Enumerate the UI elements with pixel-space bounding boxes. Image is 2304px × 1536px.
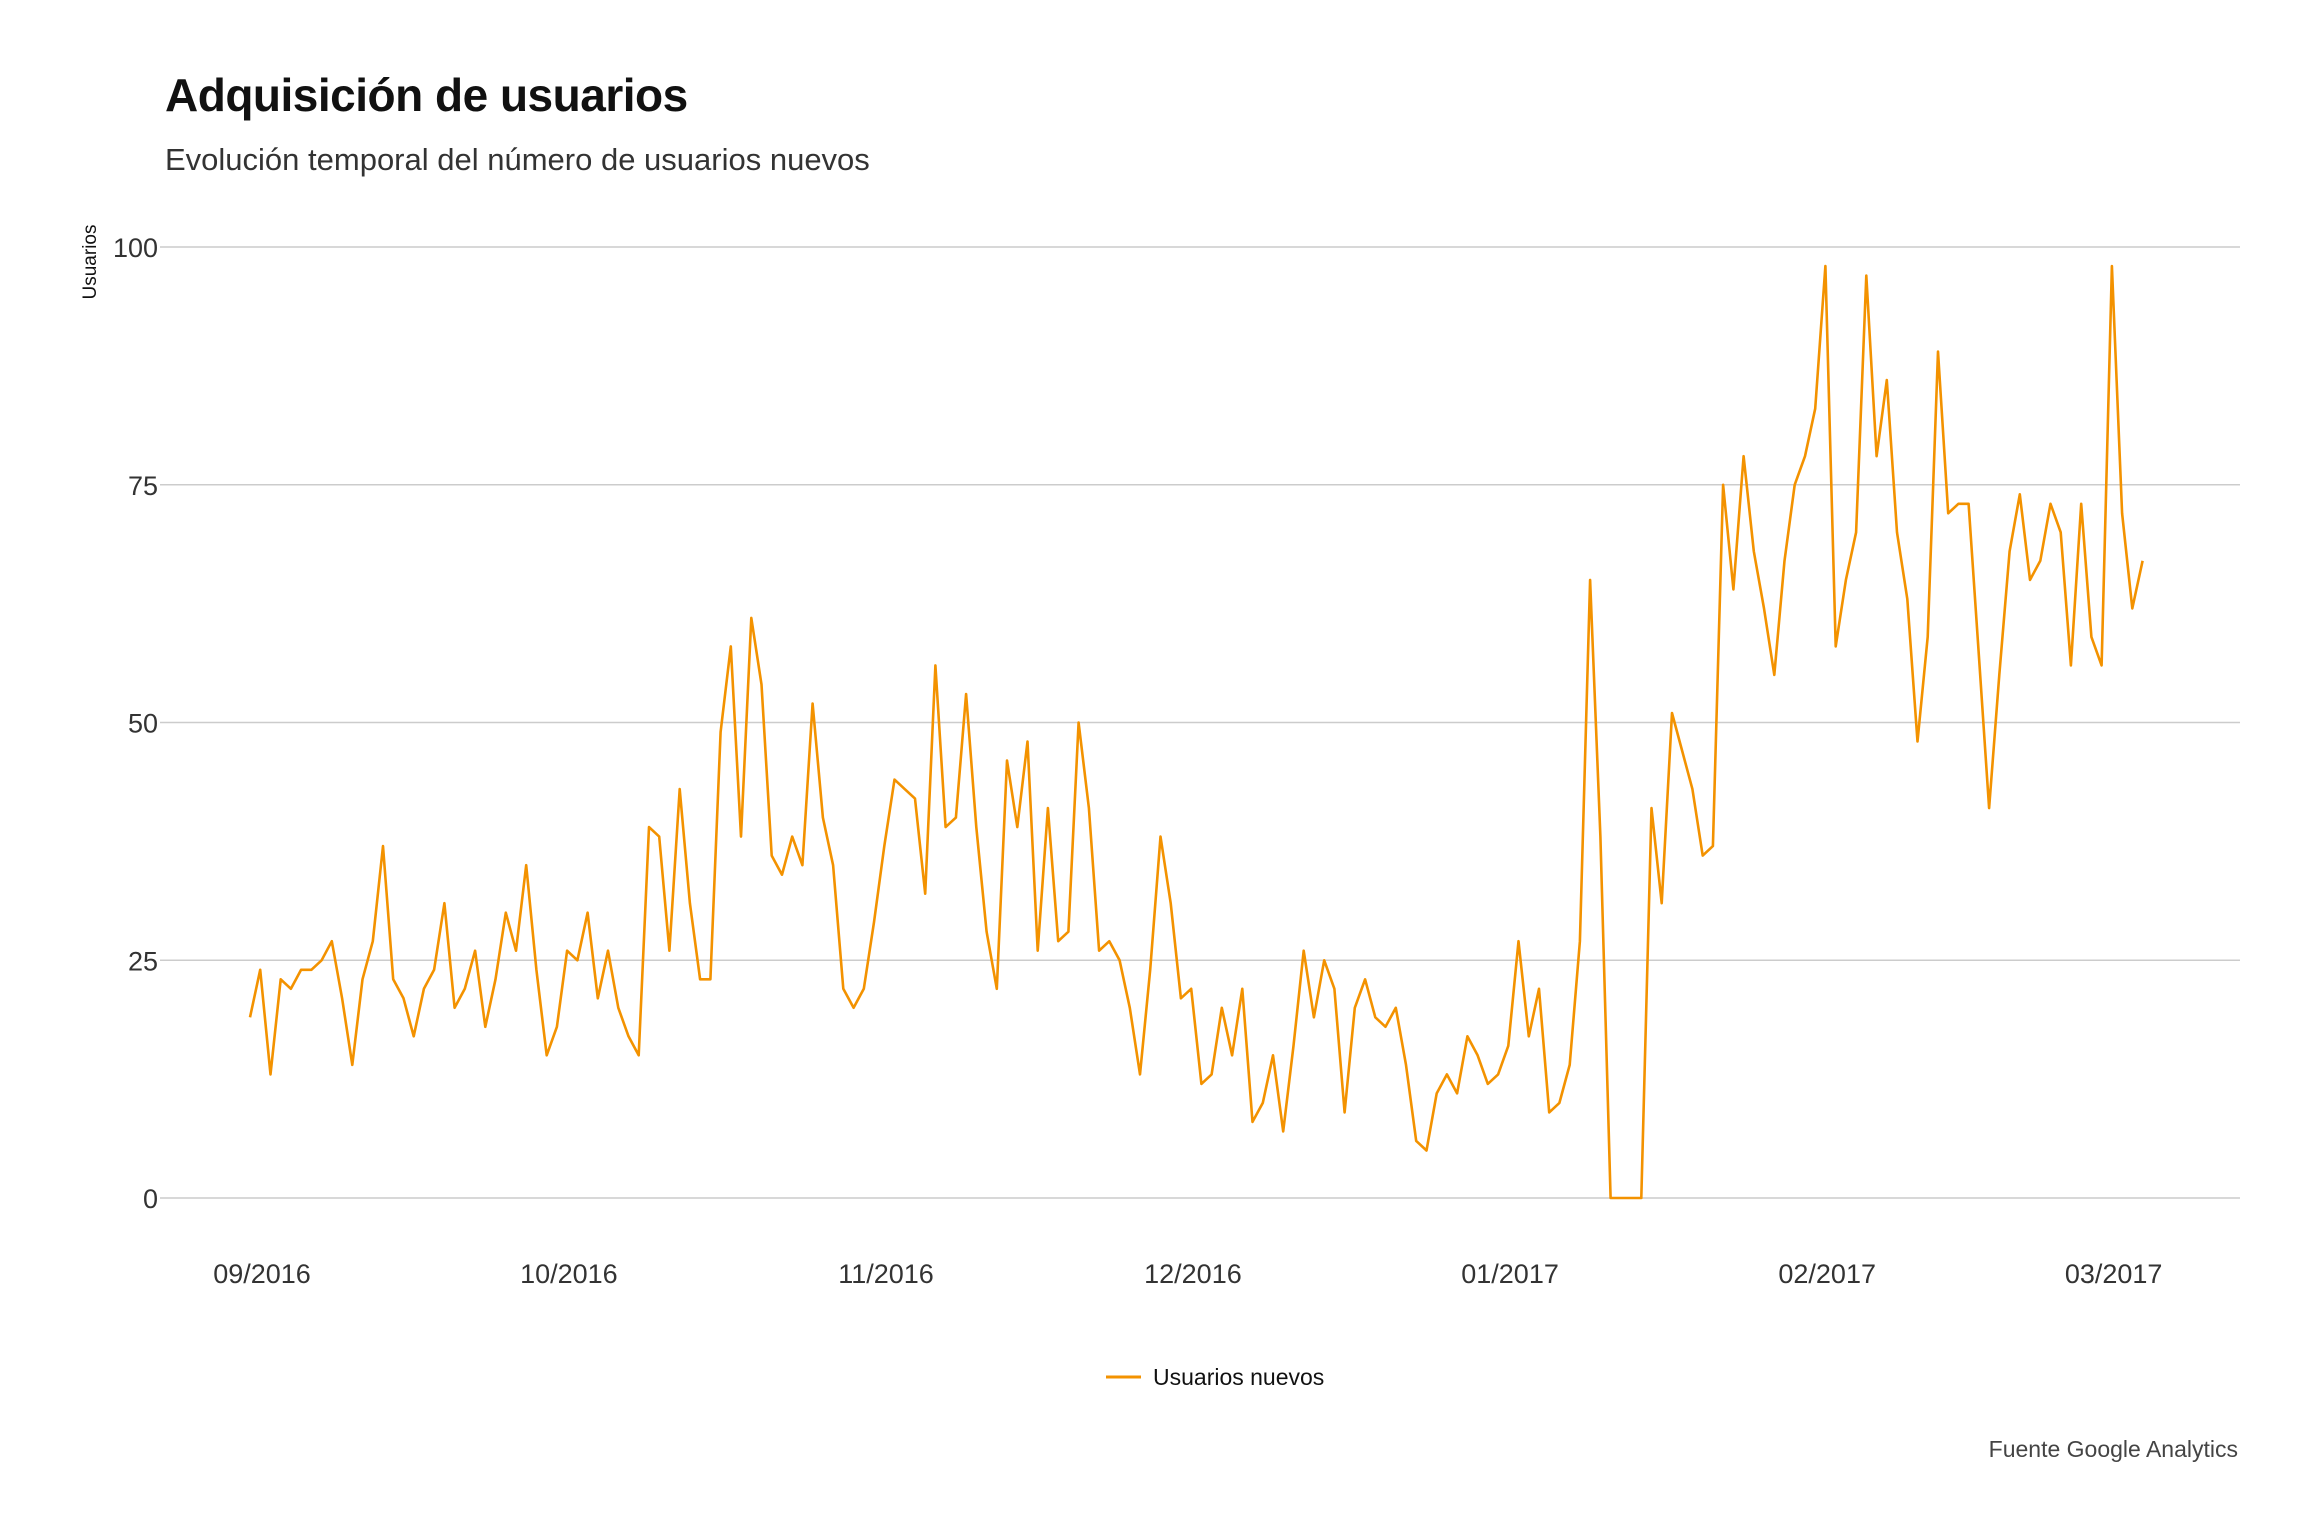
- legend: Usuarios nuevos: [1106, 1364, 1324, 1390]
- x-axis-ticks: 09/2016 10/2016 11/2016 12/2016 01/2017 02/20…: [213, 1259, 2162, 1289]
- x-tick-label: 02/2017: [1778, 1259, 1876, 1289]
- source-note: Fuente Google Analytics: [1988, 1436, 2238, 1462]
- legend-entry-usuarios-nuevos: Usuarios nuevos: [1153, 1364, 1324, 1390]
- y-tick-label: 100: [113, 233, 158, 263]
- y-axis-ticks: 0 25 50 75 100: [113, 233, 158, 1214]
- chart-title: Adquisición de usuarios: [165, 69, 688, 121]
- y-tick-label: 0: [143, 1184, 158, 1214]
- y-tick-label: 75: [128, 471, 158, 501]
- x-tick-label: 01/2017: [1461, 1259, 1559, 1289]
- x-tick-label: 10/2016: [520, 1259, 618, 1289]
- gridlines: [160, 246, 2240, 1199]
- y-axis-label: Usuarios: [80, 225, 101, 300]
- x-tick-label: 11/2016: [838, 1259, 934, 1289]
- y-tick-label: 50: [128, 709, 158, 739]
- chart-subtitle: Evolución temporal del número de usuario…: [165, 142, 870, 177]
- x-tick-label: 03/2017: [2065, 1259, 2163, 1289]
- series-line-usuarios-nuevos: [248, 264, 2144, 1200]
- y-tick-label: 25: [128, 946, 158, 976]
- x-tick-label: 09/2016: [213, 1259, 311, 1289]
- x-tick-label: 12/2016: [1144, 1259, 1242, 1289]
